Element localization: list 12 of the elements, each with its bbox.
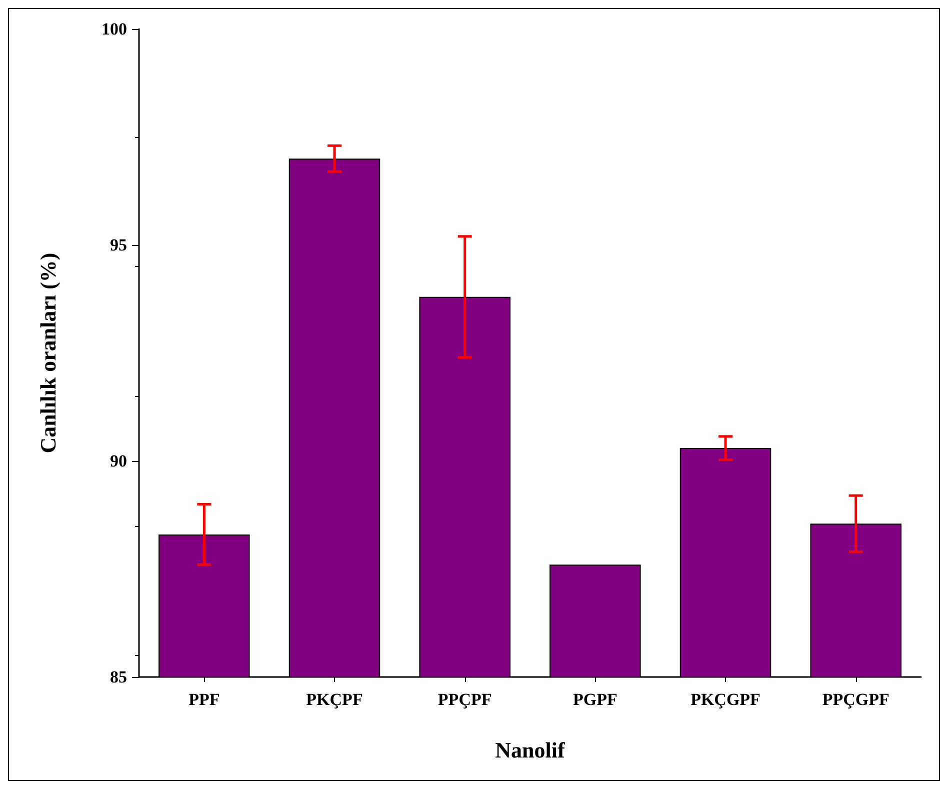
y-axis-title: Canlılık oranları (%) (36, 252, 60, 454)
x-tick-label: PPÇGPF (822, 690, 890, 709)
y-tick-label: 100 (102, 20, 127, 38)
y-tick-label: 95 (110, 236, 127, 254)
x-axis-title: Nanolif (495, 738, 566, 762)
x-tick-label: PKÇGPF (690, 690, 760, 709)
y-tick-label: 85 (110, 668, 127, 686)
x-tick-label: PGPF (572, 690, 618, 709)
x-tick-label: PPÇPF (438, 690, 492, 709)
x-tick-label: PPF (188, 690, 220, 709)
y-tick-label: 90 (110, 452, 127, 470)
x-tick-label: PKÇPF (306, 690, 363, 709)
